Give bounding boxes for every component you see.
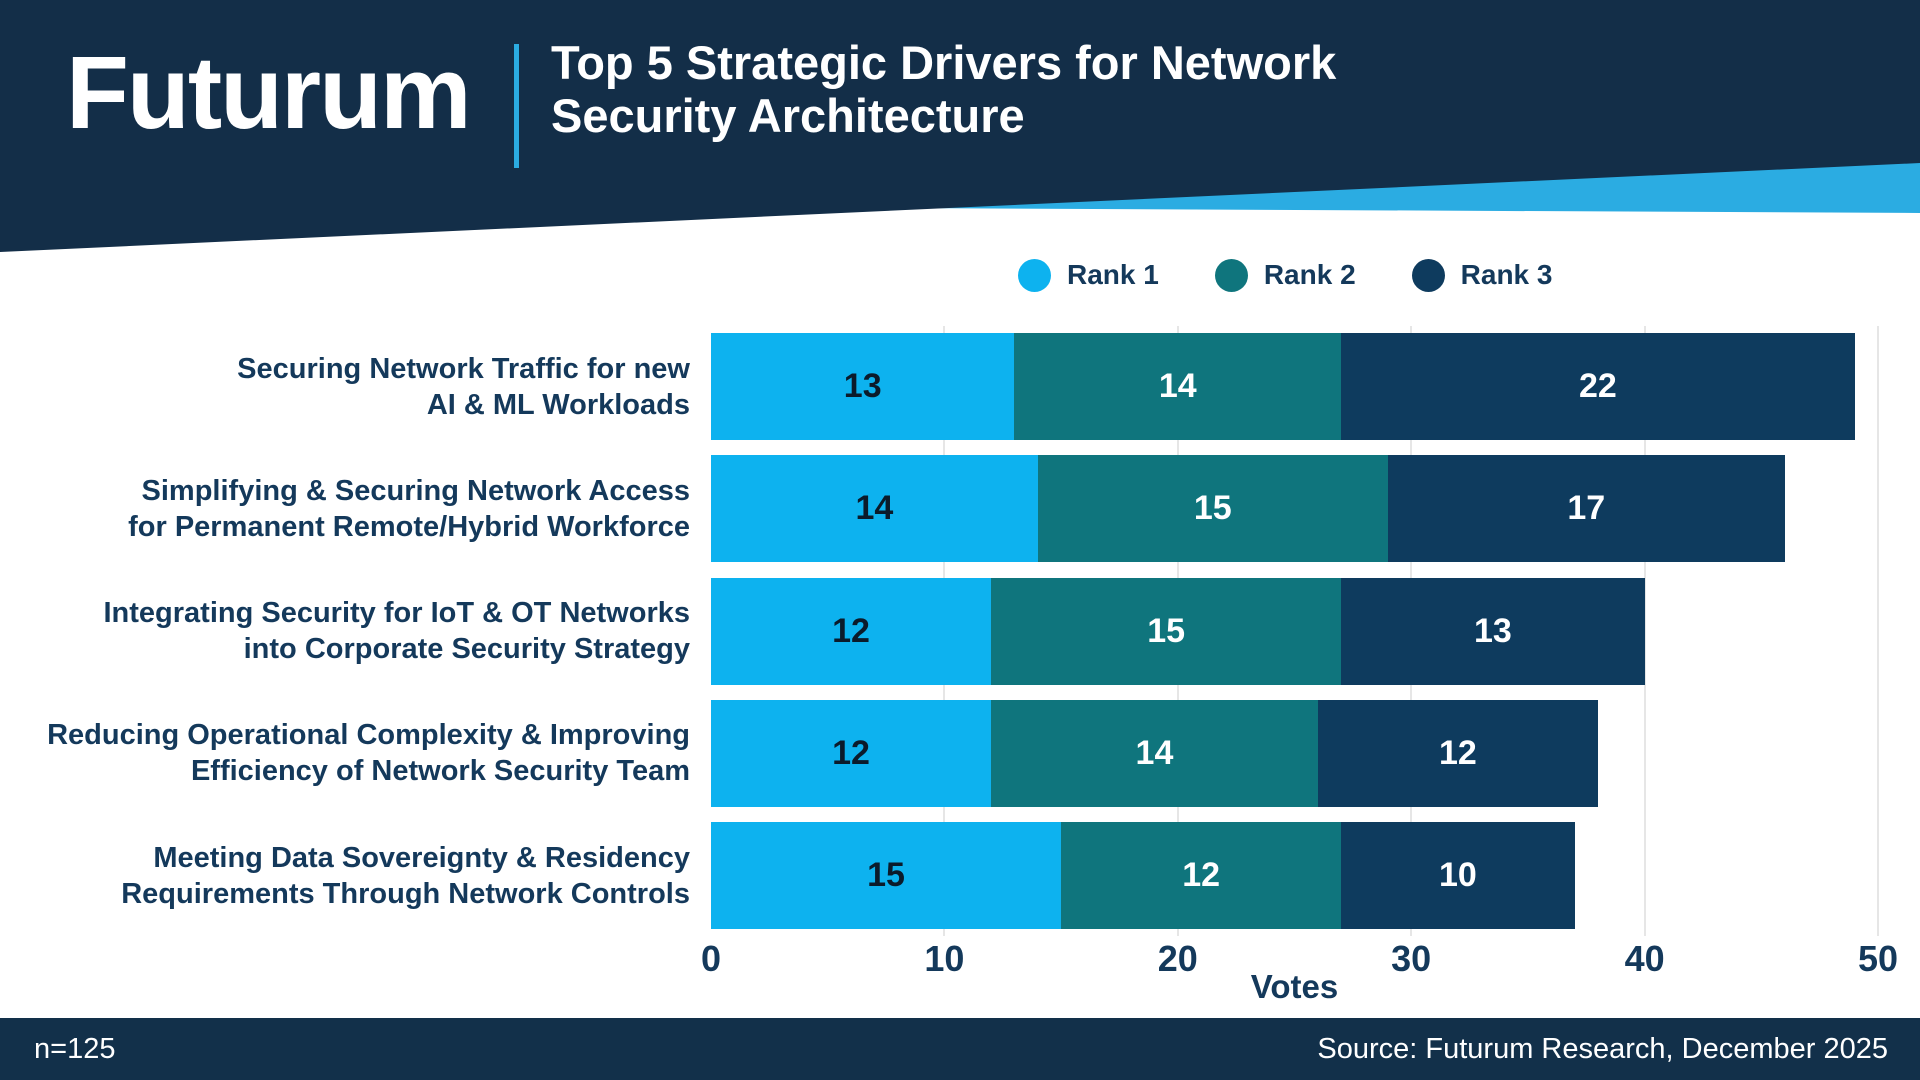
bar-value: 15 xyxy=(1193,489,1232,528)
x-tick-10: 10 xyxy=(924,938,965,979)
bar-segment-rank2-row5: 12 xyxy=(1061,822,1342,929)
bar-value: 15 xyxy=(1147,611,1186,650)
category-label-2: Simplifying & Securing Network Access for… xyxy=(128,474,690,543)
bar-row-1: 13 14 22 xyxy=(711,333,1855,440)
bar-segment-rank2-row2: 15 xyxy=(1037,455,1388,563)
x-tick-40: 40 xyxy=(1624,938,1665,979)
bar-value: 12 xyxy=(832,611,870,650)
bar-segment-rank2-row4: 14 xyxy=(991,699,1318,807)
gridline-x-40 xyxy=(1643,326,1646,936)
legend-dot-rank-2 xyxy=(1214,258,1248,292)
bar-segment-rank3-row1: 22 xyxy=(1341,333,1855,440)
bar-value: 22 xyxy=(1578,367,1617,405)
bar-value: 12 xyxy=(1182,856,1221,894)
category-label-5: Meeting Data Sovereignty & Residency Requ… xyxy=(121,841,690,910)
bar-value: 14 xyxy=(1135,733,1174,772)
bar-value: 15 xyxy=(867,856,905,894)
bar-segment-rank3-row2: 17 xyxy=(1387,455,1785,563)
bar-segment-rank2-row1: 14 xyxy=(1014,333,1342,440)
bar-value: 10 xyxy=(1438,856,1477,894)
gridline-x-50 xyxy=(1877,326,1879,936)
sample-size-label: n=125 xyxy=(34,1032,116,1065)
bar-row-3: 12 15 13 xyxy=(711,577,1645,685)
bar-segment-rank3-row4: 12 xyxy=(1317,699,1598,807)
chart-legend: Rank 1 Rank 2 Rank 3 xyxy=(1018,253,1552,297)
legend-dot-rank-1 xyxy=(1018,258,1051,292)
page-title-line1: Top 5 Strategic Drivers for Network xyxy=(551,36,1337,89)
header-divider-line xyxy=(514,44,519,168)
footer-bar: n=125 Source: Futurum Research, December… xyxy=(0,1018,1920,1080)
bar-segment-rank1-row1: 13 xyxy=(711,333,1015,440)
bar-row-5: 15 12 10 xyxy=(711,822,1575,929)
bar-row-2: 14 15 17 xyxy=(711,455,1785,563)
category-label-3: Integrating Security for IoT & OT Networ… xyxy=(103,597,690,665)
bar-segment-rank3-row3: 13 xyxy=(1341,577,1645,685)
futurum-logo: Futurum xyxy=(66,35,472,150)
page-title: Top 5 Strategic Drivers for Network Secu… xyxy=(551,36,1651,142)
category-label-4: Reducing Operational Complexity & Improv… xyxy=(47,719,690,788)
bar-value: 13 xyxy=(1473,611,1512,650)
header-navy-shape xyxy=(0,0,1920,252)
bar-segment-rank1-row5: 15 xyxy=(711,822,1062,929)
bar-segment-rank3-row5: 10 xyxy=(1341,822,1575,929)
x-tick-0: 0 xyxy=(700,938,722,979)
x-tick-20: 20 xyxy=(1157,938,1198,979)
header-background xyxy=(0,0,1920,252)
bar-value: 14 xyxy=(855,489,894,528)
bar-value: 17 xyxy=(1567,489,1606,528)
bar-value: 12 xyxy=(832,733,870,772)
bar-row-4: 12 14 12 xyxy=(711,699,1598,807)
legend-label-rank-2: Rank 2 xyxy=(1263,259,1356,290)
category-label-1: Securing Network Traffic for new AI & ML … xyxy=(237,352,690,421)
bar-segment-rank1-row3: 12 xyxy=(711,577,992,685)
x-axis-label: Votes xyxy=(1250,968,1339,1005)
legend-label-rank-1: Rank 1 xyxy=(1067,259,1159,290)
x-tick-30: 30 xyxy=(1391,938,1432,979)
bar-segment-rank2-row3: 15 xyxy=(991,577,1342,685)
legend-dot-rank-3 xyxy=(1411,258,1445,292)
legend-label-rank-3: Rank 3 xyxy=(1460,259,1553,290)
legend-item-rank-2: Rank 2 xyxy=(1214,258,1356,292)
bar-value: 13 xyxy=(843,367,882,405)
bar-value: 14 xyxy=(1158,367,1197,405)
legend-item-rank-1: Rank 1 xyxy=(1018,258,1159,292)
page-title-line2: Security Architecture xyxy=(551,89,1025,142)
bar-segment-rank1-row2: 14 xyxy=(711,455,1038,563)
bar-segment-rank1-row4: 12 xyxy=(711,699,992,807)
x-tick-50: 50 xyxy=(1857,938,1899,979)
source-label: Source: Futurum Research, December 2025 xyxy=(1317,1032,1888,1065)
bar-value: 12 xyxy=(1438,733,1477,772)
legend-item-rank-3: Rank 3 xyxy=(1411,258,1553,292)
